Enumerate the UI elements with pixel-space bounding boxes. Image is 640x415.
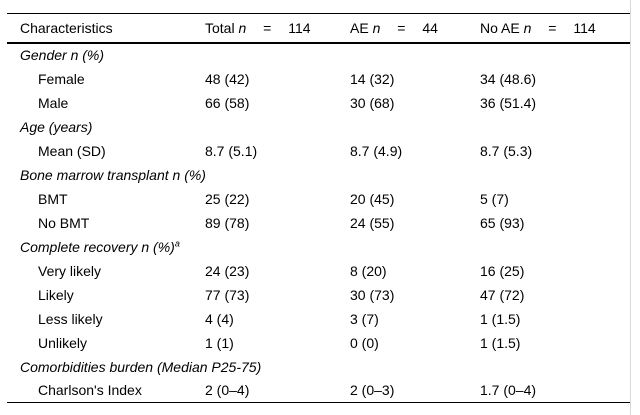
cell-ae: 30 (68) [350,94,395,111]
cell-no-ae: 1 (1.5) [480,310,521,327]
cell-total: 48 (42) [205,70,250,87]
cell-ae: 2 (0–3) [350,382,395,399]
sample-count: 44 [422,19,438,36]
header-col-label: Total [205,19,235,36]
header-no-ae-column: No AE n = 114 [480,13,630,44]
row-male: Male 66 (58) 30 (68) 36 (51.4) [7,91,630,115]
cell-total: 89 (78) [205,214,250,231]
cell-ae: 3 (7) [350,310,379,327]
row-label: Unlikely [38,334,88,351]
row-unlikely: Unlikely 1 (1) 0 (0) 1 (1.5) [7,331,630,355]
characteristics-table: Characteristics Total n = 114 AE n = 44 … [7,13,630,403]
row-label: Likely [38,286,74,303]
cell-total: 2 (0–4) [205,382,250,399]
row-very-likely: Very likely 24 (23) 8 (20) 16 (25) [7,259,630,283]
cell-total: 25 (22) [205,190,250,207]
sample-count: 114 [573,19,596,36]
row-label: Very likely [38,262,102,279]
cell-ae: 30 (73) [350,286,395,303]
footnote-marker-a: a [174,237,180,248]
cell-ae: 8.7 (4.9) [350,142,403,159]
section-row-bone-marrow-transplant: Bone marrow transplant n (%) [7,163,630,187]
cell-no-ae: 36 (51.4) [480,94,537,111]
cell-ae: 8 (20) [350,262,387,279]
cell-ae: 0 (0) [350,334,379,351]
header-characteristics: Characteristics [7,13,205,44]
section-title: Complete recovery n (%) [20,238,175,255]
n-symbol: n [238,19,247,36]
section-row-age: Age (years) [7,115,630,139]
section-title: Age (years) [20,118,93,135]
cell-total: 77 (73) [205,286,250,303]
row-label: No BMT [38,214,90,231]
row-label: Male [38,94,69,111]
header-col-label: No AE [480,19,520,36]
equals-sign: = [263,19,272,36]
section-title: Gender n (%) [20,47,105,63]
equals-sign: = [397,19,406,36]
row-bmt: BMT 25 (22) 20 (45) 5 (7) [7,187,630,211]
section-title: Bone marrow transplant n (%) [20,166,206,183]
n-symbol: n [523,19,532,36]
table-container: Characteristics Total n = 114 AE n = 44 … [7,13,630,403]
header-total-column: Total n = 114 [205,13,350,44]
section-row-comorbidities-burden: Comorbidities burden (Median P25-75) [7,355,630,379]
cell-total: 8.7 (5.1) [205,142,258,159]
section-row-gender: Gender n (%) [7,43,630,67]
row-label: Less likely [38,310,103,327]
row-label: Female [38,70,85,87]
cell-no-ae: 8.7 (5.3) [480,142,533,159]
cell-ae: 24 (55) [350,214,395,231]
row-less-likely: Less likely 4 (4) 3 (7) 1 (1.5) [7,307,630,331]
row-charlsons-index: Charlson's Index 2 (0–4) 2 (0–3) 1.7 (0–… [7,379,630,403]
cell-total: 1 (1) [205,334,234,351]
row-female: Female 48 (42) 14 (32) 34 (48.6) [7,67,630,91]
row-label: BMT [38,190,68,207]
row-likely: Likely 77 (73) 30 (73) 47 (72) [7,283,630,307]
row-label: Charlson's Index [38,382,142,399]
cell-total: 4 (4) [205,310,234,327]
cell-ae: 14 (32) [350,70,395,87]
cell-ae: 20 (45) [350,190,395,207]
row-no-bmt: No BMT 89 (78) 24 (55) 65 (93) [7,211,630,235]
row-mean-sd: Mean (SD) 8.7 (5.1) 8.7 (4.9) 8.7 (5.3) [7,139,630,163]
sample-count: 114 [288,19,311,36]
cell-total: 24 (23) [205,262,250,279]
section-title: Comorbidities burden (Median P25-75) [20,358,262,375]
cell-total: 66 (58) [205,94,250,111]
cell-no-ae: 1.7 (0–4) [480,382,537,399]
cell-no-ae: 16 (25) [480,262,525,279]
equals-sign: = [548,19,557,36]
cell-no-ae: 47 (72) [480,286,525,303]
cell-no-ae: 5 (7) [480,190,509,207]
scan-edge-line [630,0,631,415]
section-row-complete-recovery: Complete recovery n (%)a [7,235,630,259]
table-header-row: Characteristics Total n = 114 AE n = 44 … [7,13,630,44]
header-col-label: AE [350,19,369,36]
header-ae-column: AE n = 44 [350,13,480,44]
n-symbol: n [372,19,381,36]
row-label: Mean (SD) [38,142,106,159]
cell-no-ae: 1 (1.5) [480,334,521,351]
cell-no-ae: 34 (48.6) [480,70,537,87]
cell-no-ae: 65 (93) [480,214,525,231]
